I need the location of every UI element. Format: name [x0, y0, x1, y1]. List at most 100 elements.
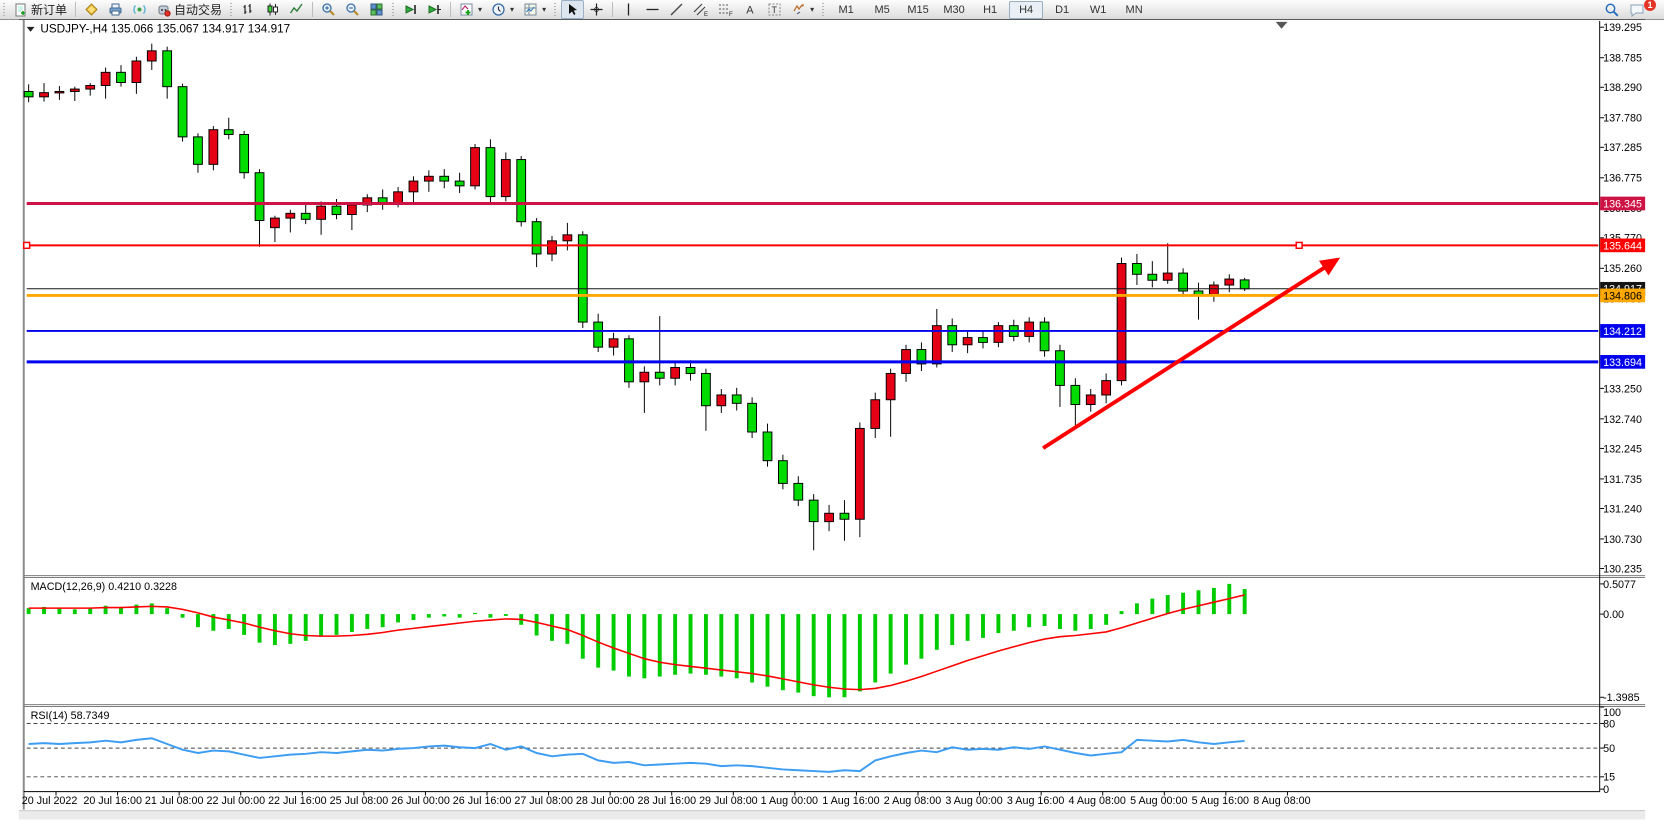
- autoscroll-icon: [403, 2, 418, 17]
- timeframe-button-m5[interactable]: M5: [874, 3, 890, 16]
- timeframe-button-m30[interactable]: M30: [943, 3, 965, 16]
- timeframe-button-h4[interactable]: H4: [1009, 0, 1044, 19]
- shapes-button[interactable]: ▾: [787, 0, 818, 19]
- separator: [312, 2, 314, 17]
- macd-histogram-bar: [811, 614, 816, 697]
- macd-histogram-bar: [1181, 592, 1186, 615]
- toolbar-grip[interactable]: [821, 2, 827, 17]
- autotrading-button[interactable]: 自动交易: [152, 0, 226, 19]
- cursor-button[interactable]: [561, 0, 585, 19]
- trend-arrow[interactable]: [1042, 261, 1334, 450]
- chart-shift-button[interactable]: [423, 0, 446, 19]
- macd-histogram-bar: [904, 614, 908, 665]
- community-chat-button[interactable]: 1: [1625, 0, 1656, 19]
- price-badge-label: 133.694: [1603, 357, 1642, 369]
- vertical-line-button[interactable]: [617, 0, 640, 19]
- chart-window[interactable]: 139.295 138.785 138.290 137.780 137.285 136.7…: [0, 19, 1664, 838]
- candlestick-chart-button[interactable]: [261, 0, 284, 19]
- macd-histogram-bar: [657, 614, 662, 677]
- search-button[interactable]: [1600, 0, 1624, 19]
- candlestick: [778, 460, 788, 484]
- autoscroll-button[interactable]: [399, 0, 422, 19]
- dropdown-caret-icon: ▾: [542, 5, 547, 14]
- macd-signal-line: [28, 594, 1245, 691]
- toolbar-grip[interactable]: [229, 2, 235, 17]
- bar-chart-icon: [241, 2, 256, 17]
- price-badge-label: 134.212: [1603, 326, 1642, 338]
- price-badge-136.345: [1600, 196, 1646, 211]
- candlestick: [947, 325, 958, 346]
- price-tick-label: 131.240: [1603, 503, 1642, 515]
- equidistant-channel-button[interactable]: E: [689, 0, 713, 19]
- chart-shift-marker[interactable]: [1275, 21, 1288, 29]
- timeframe-button-d1[interactable]: D1: [1055, 3, 1070, 16]
- time-tick-label: 22 Jul 16:00: [268, 795, 327, 807]
- macd-histogram-bar: [134, 604, 139, 615]
- candlestick: [654, 371, 665, 379]
- timeframe-button-w1[interactable]: W1: [1089, 3, 1107, 16]
- macd-histogram-bar: [103, 605, 108, 615]
- candlestick: [916, 349, 927, 365]
- timeframe-button-m15[interactable]: M15: [907, 3, 929, 16]
- trendline-button[interactable]: [665, 0, 688, 19]
- toolbar-grip[interactable]: [2, 2, 7, 17]
- rsi-axis-label: 100: [1603, 707, 1621, 719]
- macd-histogram-bar: [196, 614, 200, 628]
- trend-arrow-head[interactable]: [1319, 257, 1341, 276]
- candlestick: [85, 84, 96, 90]
- macd-histogram-bar: [1150, 598, 1155, 615]
- data-window-button[interactable]: [104, 0, 127, 19]
- indicators-button[interactable]: ▾: [455, 0, 486, 19]
- chart-title-dropdown-icon[interactable]: [26, 26, 35, 32]
- dropdown-caret-icon: ▾: [810, 5, 815, 14]
- tile-windows-button[interactable]: [365, 0, 388, 19]
- candlestick: [962, 337, 973, 346]
- candlestick: [254, 172, 265, 221]
- time-tick-label: 4 Aug 08:00: [1069, 795, 1126, 807]
- candlestick: [547, 240, 557, 255]
- zoom-in-button[interactable]: [317, 0, 340, 19]
- separator: [612, 2, 614, 17]
- price-tick-label: 135.260: [1603, 263, 1642, 275]
- macd-histogram-bar: [1134, 603, 1139, 615]
- timeframe-button-mn[interactable]: MN: [1125, 3, 1143, 16]
- templates-button[interactable]: ▾: [519, 0, 550, 19]
- crosshair-button[interactable]: [585, 0, 608, 19]
- bar-chart-button[interactable]: [237, 0, 260, 19]
- macd-histogram-bar: [72, 609, 77, 615]
- market-watch-button[interactable]: [80, 0, 103, 19]
- candlestick: [731, 394, 742, 404]
- line-handle[interactable]: [23, 241, 31, 250]
- macd-axis-label: 0.5077: [1603, 579, 1636, 591]
- toolbar-grip[interactable]: [553, 2, 559, 17]
- fibonacci-button[interactable]: F: [714, 0, 738, 19]
- line-chart-button[interactable]: [285, 0, 308, 19]
- timeframe-button-h1[interactable]: H1: [983, 3, 998, 16]
- zoom-out-button[interactable]: [341, 0, 364, 19]
- macd-histogram-bar: [981, 614, 985, 638]
- candlestick: [808, 499, 819, 523]
- time-tick-label: 3 Aug 00:00: [945, 795, 1002, 807]
- horizontal-line-button[interactable]: [641, 0, 664, 19]
- price-badge-label: 135.644: [1603, 240, 1642, 252]
- macd-histogram-bar: [365, 614, 370, 629]
- line-handle[interactable]: [1295, 241, 1303, 250]
- periods-button[interactable]: ▾: [487, 0, 518, 19]
- text-label-button[interactable]: T: [763, 0, 786, 19]
- text-label-icon: T: [767, 2, 782, 17]
- candlestick: [223, 129, 234, 135]
- candlestick: [162, 50, 173, 88]
- price-tick-label: 133.250: [1603, 383, 1642, 395]
- signals-button[interactable]: [128, 0, 151, 19]
- shapes-arrows-icon: [791, 2, 806, 17]
- candlestick: [408, 180, 419, 193]
- time-tick-label: 25 Jul 08:00: [330, 795, 389, 807]
- chart-title: USDJPY-,H4 135.066 135.067 134.917 134.9…: [40, 23, 290, 36]
- svg-text:F: F: [729, 12, 733, 17]
- macd-histogram-bar: [642, 614, 647, 679]
- text-button[interactable]: A: [739, 0, 762, 19]
- new-order-button[interactable]: 新订单: [10, 0, 71, 19]
- toolbar-grip[interactable]: [391, 2, 397, 17]
- macd-histogram-bar: [534, 614, 539, 636]
- timeframe-button-m1[interactable]: M1: [838, 3, 854, 16]
